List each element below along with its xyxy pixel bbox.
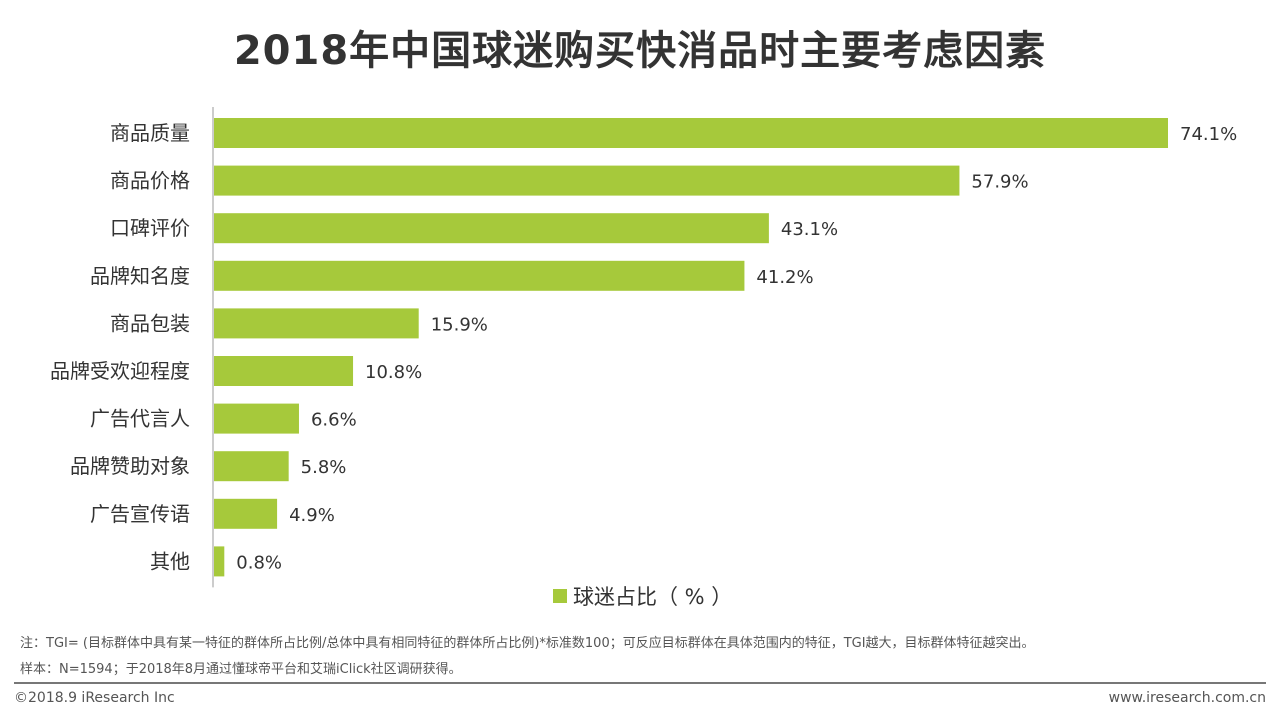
category-label: 商品质量: [110, 121, 190, 145]
legend-label: 球迷占比（ % ）: [573, 585, 733, 609]
bar: [214, 260, 745, 291]
data-label: 6.6%: [311, 410, 357, 431]
category-label: 口碑评价: [110, 216, 190, 240]
category-label: 其他: [150, 549, 190, 573]
footnote-tgi: 注：TGI= (目标群体中具有某一特征的群体所占比例/总体中具有相同特征的群体所…: [20, 636, 1035, 651]
data-label: 41.2%: [756, 267, 813, 288]
bar: [214, 451, 289, 482]
category-label: 品牌赞助对象: [70, 454, 190, 478]
data-label: 57.9%: [971, 172, 1028, 193]
copyright: ©2018.9 iResearch Inc: [14, 690, 175, 706]
legend-swatch: [553, 589, 567, 603]
footer-divider: [14, 682, 1266, 684]
website-link[interactable]: www.iresearch.com.cn: [1108, 690, 1266, 706]
category-label: 品牌受欢迎程度: [50, 359, 190, 383]
bar: [214, 165, 960, 196]
bar-chart: 商品质量 74.1% 商品价格 57.9% 口碑评价 43.1% 品牌知名度 41.2% 商品包…: [50, 107, 1237, 588]
bar: [214, 403, 299, 434]
data-label: 0.8%: [236, 552, 282, 573]
category-label: 品牌知名度: [90, 264, 190, 288]
category-label: 广告代言人: [90, 407, 190, 431]
bar: [214, 118, 1168, 148]
bar: [214, 213, 769, 244]
bar: [214, 308, 419, 339]
data-label: 10.8%: [365, 362, 422, 383]
category-label: 广告宣传语: [90, 502, 190, 526]
bar: [214, 356, 354, 386]
category-label: 商品包装: [110, 311, 190, 335]
data-label: 74.1%: [1180, 124, 1237, 145]
data-label: 15.9%: [431, 314, 488, 335]
bar: [214, 498, 278, 529]
legend: 球迷占比（ % ）: [553, 581, 732, 611]
category-label: 商品价格: [110, 169, 190, 193]
bar: [214, 546, 225, 577]
chart-title: 2018年中国球迷购买快消品时主要考虑因素: [233, 28, 1047, 74]
data-label: 4.9%: [289, 505, 335, 526]
footnote-sample: 样本：N=1594；于2018年8月通过懂球帝平台和艾瑞iClick社区调研获得…: [20, 662, 462, 677]
data-label: 43.1%: [781, 219, 838, 240]
data-label: 5.8%: [301, 457, 347, 478]
